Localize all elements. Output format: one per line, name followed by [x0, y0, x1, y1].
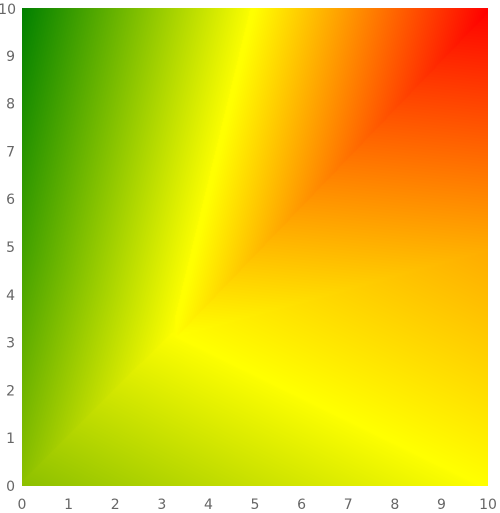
- y-tick-label: 1: [6, 431, 15, 447]
- x-tick-label: 0: [18, 497, 27, 513]
- y-tick-label: 9: [6, 49, 15, 65]
- y-tick-label: 3: [6, 336, 15, 352]
- x-tick-label: 4: [204, 497, 213, 513]
- x-tick-label: 10: [479, 497, 497, 513]
- y-axis: 0 1 2 3 4 5 6 7 8 9 10: [0, 2, 16, 495]
- x-axis: 0 1 2 3 4 5 6 7 8 9 10: [18, 497, 497, 513]
- y-tick-label: 6: [6, 192, 15, 208]
- x-tick-label: 2: [111, 497, 120, 513]
- x-tick-label: 5: [251, 497, 260, 513]
- heatmap-surface: [22, 8, 488, 486]
- y-tick-label: 4: [6, 288, 15, 304]
- y-tick-label: 7: [6, 144, 15, 160]
- x-tick-label: 9: [437, 497, 446, 513]
- y-tick-label: 0: [6, 479, 15, 495]
- x-tick-label: 8: [390, 497, 399, 513]
- plot-area: [22, 8, 488, 486]
- x-tick-label: 6: [297, 497, 306, 513]
- x-tick-label: 3: [157, 497, 166, 513]
- y-tick-label: 8: [6, 97, 15, 113]
- x-tick-label: 1: [64, 497, 73, 513]
- y-tick-label: 10: [0, 2, 16, 18]
- y-tick-label: 2: [6, 383, 15, 399]
- y-tick-label: 5: [6, 240, 15, 256]
- x-tick-label: 7: [344, 497, 353, 513]
